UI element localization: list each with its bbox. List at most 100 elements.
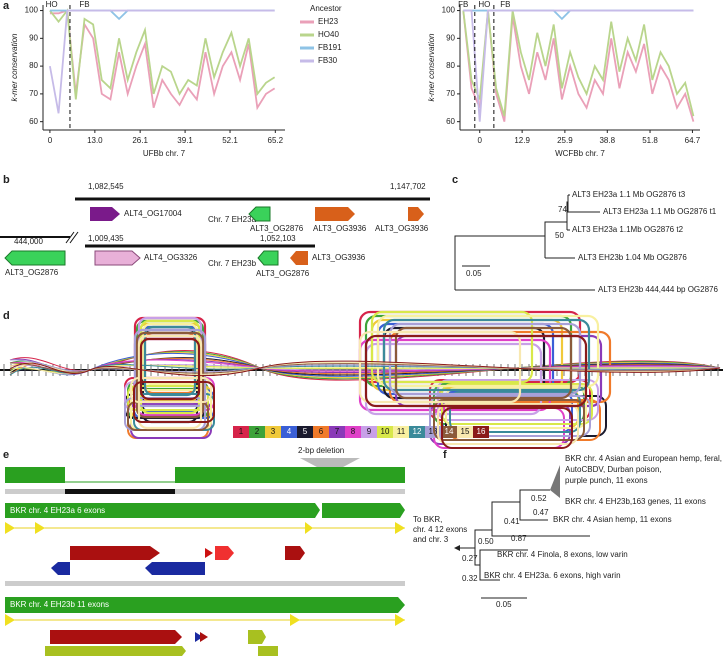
outgroup-line: To BKR,	[413, 515, 442, 524]
track-label: BKR chr. 4 EH23a 6 exons	[10, 506, 105, 515]
legend-label: 1	[239, 427, 244, 436]
leaf-label: BKR chr. 4 Finola, 8 exons, low varin	[497, 550, 628, 559]
legend-label: 7	[335, 427, 340, 436]
alignment-track	[65, 489, 175, 494]
domain	[258, 646, 278, 656]
support-value: 74	[558, 205, 567, 214]
coordinate: 1,147,702	[390, 182, 426, 191]
haplotype-path	[141, 322, 199, 386]
chromosome-label: Chr. 7 EH23a	[208, 215, 257, 224]
region-label: FB	[500, 0, 510, 9]
legend-label: HO40	[318, 30, 339, 39]
deletion-marker	[300, 458, 360, 474]
haplotype-path	[370, 310, 534, 384]
y-tick-label: 100	[442, 6, 456, 15]
tree-branch	[454, 194, 600, 291]
leaf-label: ALT3 EH23b 1.04 Mb OG2876	[578, 253, 687, 262]
x-tick-label: 25.9	[557, 136, 573, 145]
leaf-line: AutoCBDV, Durban poison,	[565, 465, 662, 474]
region-label: FB	[79, 0, 89, 9]
legend-label: 12	[413, 427, 422, 436]
leaf-label: ALT3 EH23a 1.1Mb OG2876 t2	[572, 225, 684, 234]
gene-label: ALT3_OG2876	[256, 269, 310, 278]
break	[65, 231, 75, 244]
legend-swatch	[457, 426, 473, 438]
coordinate: 444,000	[14, 237, 43, 246]
coordinate: 1,009,435	[88, 234, 124, 243]
haplotype-path	[135, 331, 205, 419]
haplotype-path	[449, 391, 581, 433]
haplotype-path	[441, 407, 573, 449]
haplotype-path	[133, 381, 215, 423]
x-tick-label: 13.0	[87, 136, 103, 145]
leaf-label: ALT3 EH23a 1.1 Mb OG2876 t1	[603, 207, 717, 216]
gene-model	[322, 503, 405, 518]
legend-swatch	[233, 426, 249, 438]
series-line	[49, 9, 275, 114]
x-tick-label: 12.9	[514, 136, 530, 145]
exon	[305, 522, 313, 534]
outgroup-line: chr. 4 12 exons	[413, 525, 467, 534]
gene	[315, 207, 355, 221]
haplotype-path	[133, 328, 207, 408]
legend-swatch	[377, 426, 393, 438]
series-line	[462, 10, 695, 117]
chromosome-label: Chr. 7 EH23b	[208, 259, 257, 268]
legend-label: FB30	[318, 56, 338, 65]
support-value: 0.47	[533, 508, 549, 517]
x-tick-label: 0	[48, 136, 53, 145]
legend-swatch	[281, 426, 297, 438]
haplotype-path	[388, 322, 582, 396]
legend-label: 16	[477, 427, 486, 436]
coverage-track	[175, 467, 405, 483]
panel-d: d 1 2 3 4 5 6 7 8 9 10 11 12 13 14 15 16	[0, 310, 723, 449]
legend-swatch	[313, 426, 329, 438]
haplotype-path	[130, 377, 212, 403]
domain	[70, 546, 160, 560]
domain	[205, 548, 213, 558]
gene-label: ALT3_OG3936	[313, 224, 367, 233]
leaf-label: BKR chr. 4 EH23a. 6 exons, high varin	[484, 571, 621, 580]
series-line	[463, 9, 694, 122]
y-tick-label: 60	[446, 117, 455, 126]
gene-label: ALT3_OG2876	[250, 224, 304, 233]
y-tick-label: 90	[29, 33, 38, 42]
support-value: 0.50	[478, 537, 494, 546]
exon	[5, 614, 15, 626]
legend-swatch	[473, 426, 489, 438]
y-tick-label: 100	[25, 6, 39, 15]
domain	[195, 632, 203, 642]
haplotype-path	[9, 360, 721, 377]
legend-label: 14	[445, 427, 454, 436]
track-label: BKR chr. 4 EH23b 11 exons	[10, 600, 109, 609]
haplotype-path	[429, 395, 591, 437]
gene-label: ALT3_OG3936	[312, 253, 366, 262]
break	[69, 231, 79, 244]
leaf-label: ALT3 EH23a 1.1 Mb OG2876 t3	[572, 190, 686, 199]
leaf-line: BKR chr. 4 Asian and European hemp, fera…	[565, 454, 722, 463]
panel-f: f	[443, 449, 590, 599]
domain	[51, 562, 70, 575]
legend-title: Ancestor	[310, 4, 342, 13]
support-value: 50	[555, 231, 564, 240]
legend-label: 4	[287, 427, 292, 436]
support-value: 0.41	[504, 517, 520, 526]
leaf-label: BKR chr. 4 Asian and European hemp, fera…	[565, 454, 722, 485]
legend-swatch	[393, 426, 409, 438]
gene-model	[5, 503, 320, 518]
series-line	[462, 10, 695, 122]
haplotype-path	[445, 387, 587, 429]
haplotype-path	[358, 330, 522, 404]
exon	[35, 522, 45, 534]
y-axis-label: k-mer conservation	[10, 33, 19, 102]
x-axis-label: WCFBb chr. 7	[555, 149, 605, 158]
y-tick-label: 70	[29, 89, 38, 98]
gene-label: ALT3_OG3936	[375, 224, 429, 233]
panel-label: e	[3, 449, 9, 461]
region-label: HO	[478, 0, 490, 9]
leaf-label: ALT3 EH23b 444,444 bp OG2876	[598, 285, 718, 294]
haplotype-path	[139, 337, 201, 401]
gene	[4, 250, 66, 266]
haplotype-path	[437, 403, 579, 445]
